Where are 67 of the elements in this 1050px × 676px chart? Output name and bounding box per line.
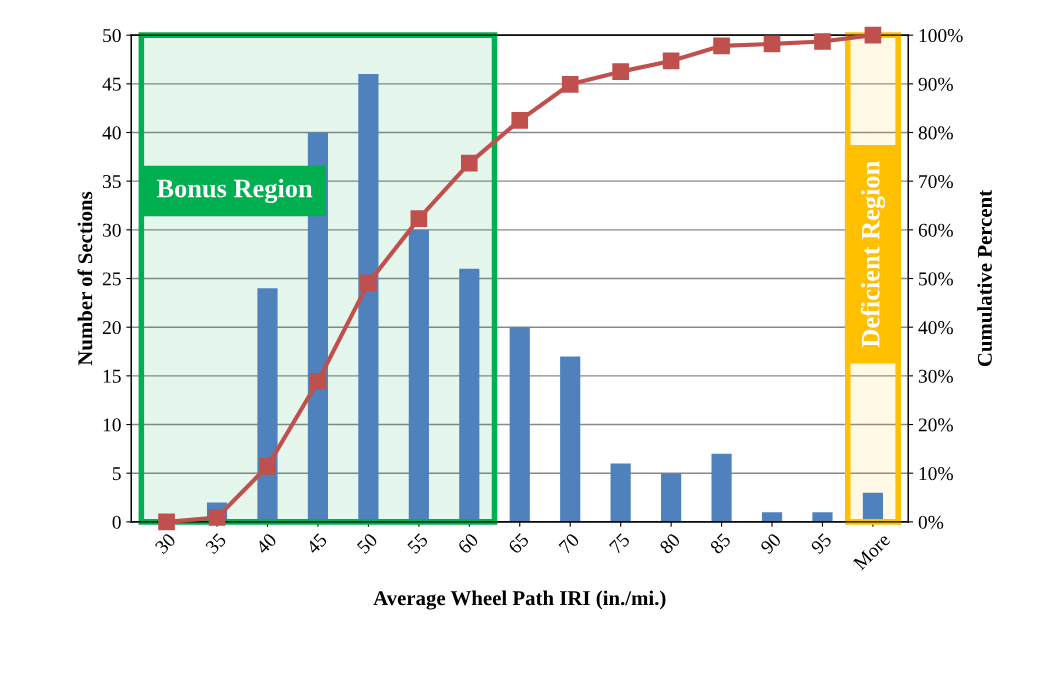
y2-tick-label: 80% xyxy=(918,126,953,140)
x-tick-label: 50 xyxy=(356,532,379,555)
point xyxy=(612,63,629,80)
band-label: Bonus Region xyxy=(156,178,313,203)
y2-tick-label: 100% xyxy=(919,28,963,43)
y-tick-label: 20 xyxy=(102,321,121,335)
bar xyxy=(560,356,581,522)
bar xyxy=(459,268,480,522)
bar xyxy=(408,229,429,522)
x-tick-label: 75 xyxy=(608,532,631,555)
y2-tick-label: 60% xyxy=(918,223,953,237)
x-tick-label: 60 xyxy=(457,532,480,555)
bar xyxy=(610,463,631,522)
point xyxy=(814,33,831,50)
y2-tick-label: 90% xyxy=(918,77,953,91)
x-tick-label: 40 xyxy=(255,532,278,555)
bar xyxy=(509,327,530,522)
bar xyxy=(661,473,682,522)
point xyxy=(259,458,276,475)
bar xyxy=(711,453,732,522)
y-tick-label: 45 xyxy=(102,77,121,91)
point xyxy=(360,274,377,292)
point xyxy=(662,52,680,70)
point xyxy=(511,111,529,129)
y-tick-label: 30 xyxy=(103,223,121,237)
x-axis-title: Average Wheel Path IRI (in./mi.) xyxy=(373,590,666,610)
y2-tick-label: 70% xyxy=(919,174,953,189)
x-tick-label: 55 xyxy=(407,532,429,555)
y2-axis-title: Cumulative Percent xyxy=(977,189,992,367)
band-label: Deficient Region xyxy=(860,161,886,348)
point xyxy=(158,513,175,531)
x-tick-label: 35 xyxy=(205,532,227,555)
y-axis-title: Number of Sections xyxy=(77,191,93,366)
y-tick-label: 40 xyxy=(102,126,121,140)
y-tick-label: 25 xyxy=(102,272,121,286)
y-tick-label: 15 xyxy=(103,369,121,383)
y-tick-label: 35 xyxy=(103,175,121,189)
y-tick-label: 5 xyxy=(112,467,121,481)
point xyxy=(410,210,428,227)
bar xyxy=(812,512,833,522)
bar xyxy=(257,288,278,522)
point xyxy=(309,372,327,390)
point xyxy=(713,37,730,55)
point xyxy=(864,26,882,44)
x-tick-label: 80 xyxy=(658,532,681,555)
point xyxy=(763,35,781,53)
y2-tick-label: 20% xyxy=(918,418,953,432)
x-tick-label: 85 xyxy=(709,532,732,555)
y2-tick-label: 40% xyxy=(918,321,953,335)
bar xyxy=(761,512,783,522)
x-tick-label: 45 xyxy=(305,532,328,555)
y2-tick-label: 10% xyxy=(919,467,953,481)
y-tick-label: 50 xyxy=(103,28,121,43)
y-tick-label: 0 xyxy=(112,515,121,529)
y2-tick-label: 50% xyxy=(919,272,953,286)
y2-tick-label: 0% xyxy=(918,515,944,529)
y2-tick-label: 30% xyxy=(918,369,953,383)
point xyxy=(561,75,579,93)
x-tick-label: 70 xyxy=(558,532,580,555)
point xyxy=(460,154,478,172)
bar xyxy=(358,74,379,522)
x-tick-label: 95 xyxy=(810,532,833,555)
y-tick-label: 10 xyxy=(103,418,121,432)
point xyxy=(208,509,226,526)
x-tick-label: 30 xyxy=(154,532,177,555)
x-tick-label: 90 xyxy=(759,532,782,555)
x-tick-label: 65 xyxy=(507,532,530,555)
